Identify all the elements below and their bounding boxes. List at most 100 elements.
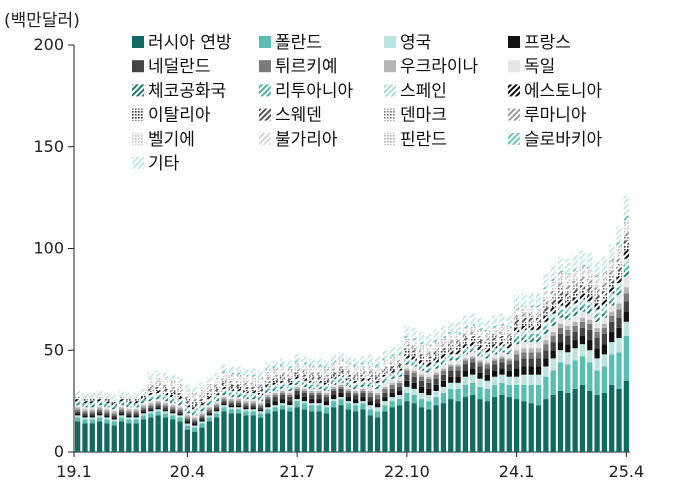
bar-segment [404,325,410,337]
bar-segment [506,352,512,355]
bar-stack [382,350,388,452]
bar-stack [623,195,629,452]
bar-segment [235,395,242,398]
bar-segment [572,297,578,304]
bar-segment [521,384,527,402]
bar-segment [470,331,476,334]
bar-segment [579,285,586,290]
bar-segment [111,417,117,420]
bar-segment [323,401,330,406]
bar-segment [162,395,169,398]
bar-segment [374,411,381,418]
bar-segment [396,399,403,406]
bar-segment [338,399,344,406]
legend-label: 독일 [524,57,555,77]
bar-segment [111,405,117,408]
bar-segment [316,405,322,412]
bar-segment [309,399,315,404]
bar-segment [316,384,322,387]
bar-segment [389,407,395,452]
bar-segment [243,405,249,408]
bar-segment [148,384,154,387]
bar-segment [89,399,95,402]
bar-segment [272,372,278,375]
bar-segment [206,382,212,385]
bar-segment [528,307,534,310]
bar-stack [89,392,95,452]
bar-segment [126,417,132,420]
bar-segment [177,392,183,396]
bar-segment [411,360,417,363]
bar-segment [155,390,161,393]
bar-segment [557,309,564,314]
bar-stack [170,374,176,452]
bar-segment [367,380,373,383]
bar-segment [104,401,110,404]
bar-segment [287,388,293,391]
bar-segment [287,392,293,396]
bar-segment [433,352,439,355]
bar-segment [389,370,395,373]
bar-segment [272,390,278,393]
bar-segment [506,325,512,328]
bar-segment [360,368,366,371]
bar-segment [367,364,373,367]
bar-segment [433,340,439,343]
bar-segment [243,399,249,402]
bar-segment [360,372,366,375]
bar-segment [396,390,403,396]
bar-segment [426,372,432,377]
bar-segment [572,388,578,452]
bar-segment [601,309,608,314]
bar-segment [140,403,147,406]
bar-segment [192,405,198,408]
bar-segment [557,291,564,296]
bar-segment [506,315,512,326]
bar-segment [448,342,454,345]
bar-segment [192,397,198,400]
bar-segment [418,399,425,408]
bar-segment [257,409,264,412]
bar-segment [360,356,366,363]
bar-segment [96,405,103,408]
bar-segment [623,220,629,225]
bar-segment [572,268,578,271]
bar-segment [287,378,293,381]
bar-stack [279,358,286,452]
bar-segment [521,315,527,318]
bar-segment [338,364,344,367]
bar-segment [148,395,154,398]
bar-segment [616,283,622,288]
bar-segment [535,405,542,452]
bar-segment [221,370,227,373]
bar-segment [243,397,249,400]
bar-stack [133,392,139,452]
bar-segment [345,384,351,387]
bar-segment [199,397,205,400]
bar-segment [162,411,169,414]
bar-segment [294,372,300,375]
bar-segment [389,378,395,383]
bar-segment [126,419,132,424]
bar-segment [535,358,542,367]
bar-segment [623,224,629,229]
bar-segment [353,395,359,400]
bar-stack [594,260,600,452]
bar-segment [214,380,220,383]
bar-segment [367,405,373,410]
bar-segment [353,358,359,365]
bar-segment [587,323,593,330]
legend-swatch [384,60,396,73]
bar-segment [396,364,403,367]
bar-segment [382,380,388,383]
bar-segment [455,364,461,367]
bar-segment [462,360,469,365]
bar-segment [389,397,395,402]
bar-segment [521,338,527,343]
bar-segment [301,397,308,402]
bar-segment [265,388,271,391]
bar-segment [594,327,600,332]
bar-segment [338,370,344,373]
bar-segment [440,370,447,375]
bar-segment [214,372,220,379]
